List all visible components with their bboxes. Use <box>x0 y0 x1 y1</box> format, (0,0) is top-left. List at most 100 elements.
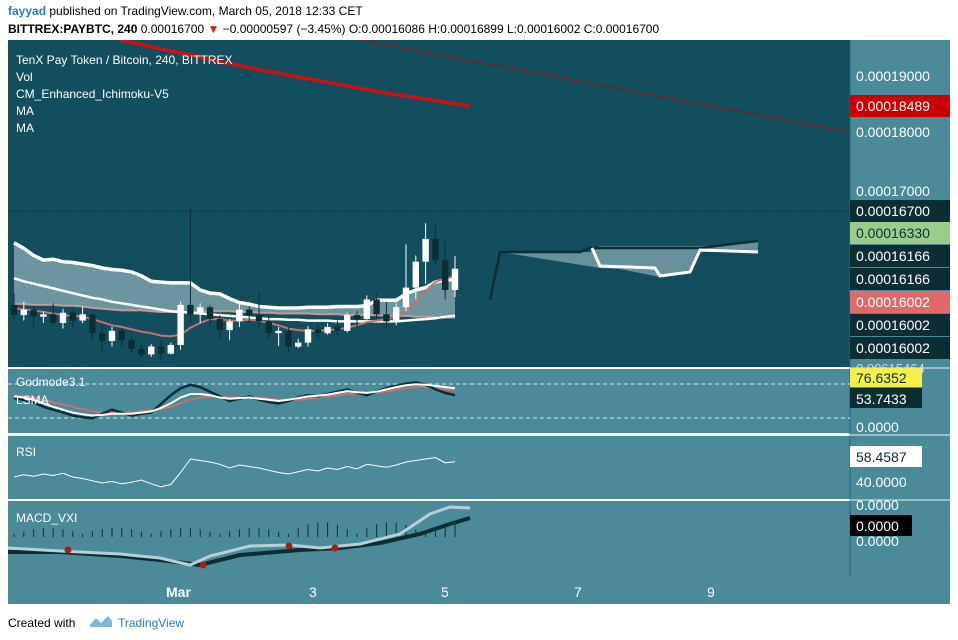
lsma-line <box>13 383 456 417</box>
candle <box>99 325 106 353</box>
rsi-title[interactable]: RSI <box>16 445 36 459</box>
candle <box>353 311 361 329</box>
candle <box>118 328 125 347</box>
ichimoku-cloud <box>13 241 455 319</box>
candle <box>383 301 390 328</box>
future-cloud-band <box>500 241 758 277</box>
candle <box>412 255 419 300</box>
ma-slow-line <box>13 277 456 323</box>
candle <box>265 315 272 339</box>
tradingview-logo-icon[interactable] <box>88 613 114 629</box>
macd-cross-dot <box>331 544 339 552</box>
candle <box>177 301 184 350</box>
candle <box>295 338 302 349</box>
candle <box>79 306 86 323</box>
open-value: O:0.00016086 <box>348 22 425 36</box>
price-tick: 0.00018000 <box>856 124 930 140</box>
cloud-upper-line <box>13 241 455 310</box>
legend-title: TenX Pay Token / Bitcoin, 240, BITTREX <box>16 53 233 67</box>
publish-line: fayyad published on TradingView.com, Mar… <box>8 4 363 18</box>
footer: Created with TradingView <box>0 604 958 640</box>
time-axis[interactable] <box>8 576 950 604</box>
candle <box>304 326 312 347</box>
price-label: 0.00016166 <box>856 248 930 264</box>
macd-lines <box>7 505 471 569</box>
candle <box>206 304 214 327</box>
price-label: 0.00016002 <box>856 340 930 356</box>
candle <box>402 244 410 312</box>
candle <box>363 295 370 320</box>
tradingview-link[interactable]: TradingView <box>118 616 185 630</box>
candle <box>344 312 351 333</box>
created-with-text: Created with <box>8 616 76 630</box>
price-change: −0.00000597 (−3.45%) <box>222 22 346 36</box>
candle <box>275 326 282 346</box>
legend-item[interactable]: MA <box>16 104 34 118</box>
time-tick: 3 <box>309 584 317 600</box>
rsi-line-path <box>13 456 456 488</box>
low-value: L:0.00016002 <box>506 22 581 36</box>
godmode-value: 76.6352 <box>856 370 907 386</box>
godmode-pane[interactable] <box>8 369 850 433</box>
price-label: 0.00016166 <box>856 271 930 287</box>
cloud-fill <box>14 242 455 318</box>
chart-area[interactable]: TenX Pay Token / Bitcoin, 240, BITTREX V… <box>0 40 958 604</box>
publish-header: fayyad published on TradingView.com, Mar… <box>0 0 958 40</box>
lsma-title[interactable]: LSMA <box>16 393 49 407</box>
candle <box>442 240 449 300</box>
symbol-line: BITTREX:PAYBTC, 240 0.00016700 ▼ −0.0000… <box>8 22 659 36</box>
candle <box>108 326 116 347</box>
moving-averages <box>13 275 456 338</box>
published-text: published on TradingView.com, March 05, … <box>49 4 363 18</box>
candle <box>20 301 27 321</box>
candle <box>432 224 439 265</box>
rsi-pane[interactable] <box>8 436 850 499</box>
close-value: C:0.00016700 <box>583 22 660 36</box>
price-label-last: 0.00016700 <box>856 203 930 219</box>
candle <box>89 312 96 341</box>
macd-pane[interactable] <box>8 501 850 576</box>
candle <box>324 322 331 335</box>
godmode-title[interactable]: Godmode3.1 <box>16 375 86 389</box>
candle <box>422 223 429 284</box>
trend-line[interactable] <box>359 40 851 133</box>
candles <box>10 209 459 360</box>
candle <box>334 320 341 336</box>
candle <box>138 341 145 358</box>
macd-zero-top: 0.0000 <box>856 497 899 513</box>
macd-cross-dot <box>285 542 293 550</box>
godmode-lines <box>13 381 456 420</box>
author-link[interactable]: fayyad <box>8 4 47 18</box>
future-cloud <box>488 239 759 301</box>
candle <box>246 306 253 323</box>
candle <box>187 209 194 323</box>
time-tick: 7 <box>574 584 582 600</box>
candle <box>10 293 18 323</box>
future-cloud-bottom <box>590 247 759 278</box>
legend-item[interactable]: MA <box>16 121 34 135</box>
long-ma-line <box>119 40 471 108</box>
price-label: 0.00016002 <box>856 317 930 333</box>
candle <box>50 303 57 326</box>
high-value: H:0.00016899 <box>428 22 504 36</box>
price-tick: 0.00017000 <box>856 183 930 199</box>
rsi-value: 58.4587 <box>856 449 907 465</box>
candle <box>157 340 165 360</box>
macd-zero-bottom: 0.0000 <box>856 533 899 549</box>
candle <box>30 306 37 327</box>
legend-item[interactable]: CM_Enhanced_Ichimoku-V5 <box>16 87 169 101</box>
candle <box>59 308 67 329</box>
macd-fast-line <box>7 505 471 567</box>
price-label-ma: 0.00018489 <box>856 98 930 114</box>
candle <box>236 302 243 327</box>
ma-fast-line <box>13 275 456 338</box>
future-cloud-top <box>488 239 759 301</box>
legend-item[interactable]: Vol <box>16 70 33 84</box>
candle <box>148 344 155 357</box>
symbol-label: BITTREX:PAYBTC, 240 <box>8 22 138 36</box>
macd-title[interactable]: MACD_VXI <box>16 511 77 525</box>
candle <box>128 336 135 353</box>
cloud-lower-line <box>14 303 455 319</box>
time-tick-mar: Mar <box>166 584 191 600</box>
candle <box>69 309 76 327</box>
